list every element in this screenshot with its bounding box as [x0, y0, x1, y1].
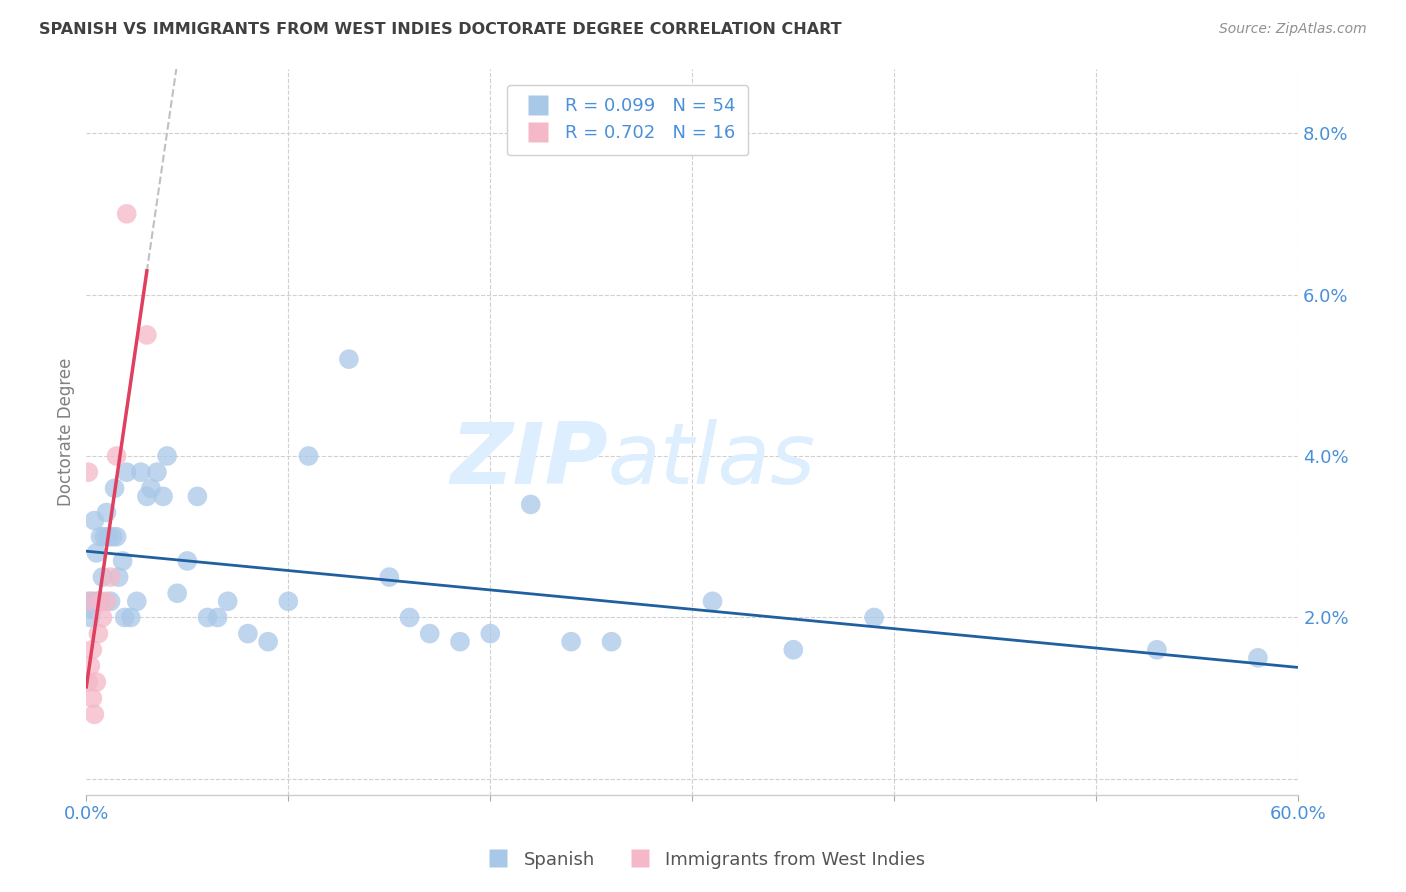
Point: [1247, 650, 1270, 665]
Point: [166, 586, 188, 600]
Point: [277, 594, 299, 608]
Text: SPANISH VS IMMIGRANTS FROM WEST INDIES DOCTORATE DEGREE CORRELATION CHART: SPANISH VS IMMIGRANTS FROM WEST INDIES D…: [39, 22, 842, 37]
Point: [79, 659, 101, 673]
Point: [89, 530, 111, 544]
Point: [560, 634, 582, 648]
Point: [139, 481, 162, 495]
Point: [77, 465, 100, 479]
Point: [97, 530, 120, 544]
Text: Source: ZipAtlas.com: Source: ZipAtlas.com: [1219, 22, 1367, 37]
Point: [398, 610, 420, 624]
Point: [378, 570, 401, 584]
Point: [111, 554, 134, 568]
Text: ZIP: ZIP: [450, 419, 607, 502]
Point: [120, 610, 142, 624]
Point: [449, 634, 471, 648]
Point: [419, 626, 441, 640]
Point: [135, 327, 157, 342]
Point: [129, 465, 152, 479]
Point: [186, 489, 208, 503]
Point: [702, 594, 724, 608]
Point: [100, 594, 122, 608]
Point: [156, 449, 179, 463]
Point: [519, 498, 541, 512]
Legend: R = 0.099   N = 54, R = 0.702   N = 16: R = 0.099 N = 54, R = 0.702 N = 16: [508, 85, 748, 155]
Point: [96, 506, 118, 520]
Point: [82, 642, 104, 657]
Point: [146, 465, 169, 479]
Point: [82, 691, 104, 706]
Point: [79, 610, 101, 624]
Point: [77, 675, 100, 690]
Point: [105, 530, 128, 544]
Point: [79, 594, 101, 608]
Legend: Spanish, Immigrants from West Indies: Spanish, Immigrants from West Indies: [474, 844, 932, 876]
Text: atlas: atlas: [607, 419, 815, 502]
Y-axis label: Doctorate Degree: Doctorate Degree: [58, 358, 75, 506]
Point: [101, 530, 124, 544]
Point: [217, 594, 239, 608]
Point: [863, 610, 886, 624]
Point: [91, 610, 114, 624]
Point: [86, 675, 108, 690]
Point: [105, 449, 128, 463]
Point: [176, 554, 198, 568]
Point: [257, 634, 280, 648]
Point: [125, 594, 148, 608]
Point: [89, 594, 111, 608]
Point: [197, 610, 219, 624]
Point: [77, 594, 100, 608]
Point: [86, 546, 108, 560]
Point: [91, 570, 114, 584]
Point: [82, 594, 104, 608]
Point: [479, 626, 502, 640]
Point: [100, 570, 122, 584]
Point: [115, 207, 138, 221]
Point: [83, 707, 105, 722]
Point: [297, 449, 319, 463]
Point: [103, 481, 125, 495]
Point: [96, 594, 118, 608]
Point: [87, 594, 110, 608]
Point: [207, 610, 229, 624]
Point: [114, 610, 136, 624]
Point: [107, 570, 129, 584]
Point: [93, 530, 115, 544]
Point: [87, 626, 110, 640]
Point: [115, 465, 138, 479]
Point: [83, 514, 105, 528]
Point: [82, 602, 104, 616]
Point: [600, 634, 623, 648]
Point: [337, 352, 360, 367]
Point: [782, 642, 804, 657]
Point: [236, 626, 259, 640]
Point: [1146, 642, 1168, 657]
Point: [86, 594, 108, 608]
Point: [89, 594, 111, 608]
Point: [135, 489, 157, 503]
Point: [152, 489, 174, 503]
